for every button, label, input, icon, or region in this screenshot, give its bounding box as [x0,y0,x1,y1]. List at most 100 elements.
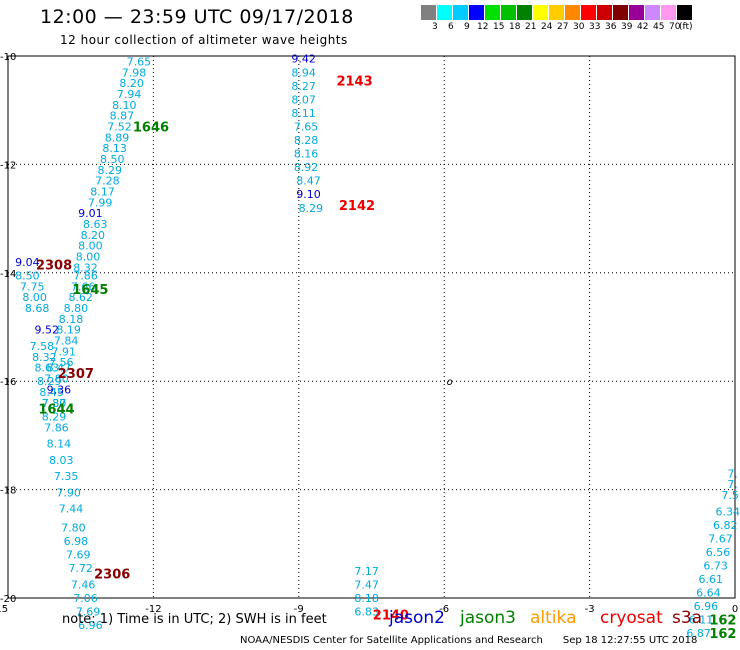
wave-height-value: 8.18 [59,313,84,326]
pass-time-label: 1645 [72,283,108,298]
y-tick-label: -12 [0,160,16,171]
legend-label: 45 [653,22,665,32]
wave-height-value: 8.50 [15,270,40,283]
wave-height-value: 8.11 [291,107,316,120]
wave-height-value: 8.10 [112,99,137,112]
legend-swatch [581,5,597,20]
wave-height-value: 8.68 [25,302,50,315]
wave-height-value: 8.14 [47,438,72,451]
x-tick-label: -6 [439,604,449,615]
wave-height-value: 8.92 [294,161,319,174]
wave-height-value: 7.80 [42,397,67,410]
legend-label: 9 [464,22,470,32]
legend-label: 36 [605,22,617,32]
wave-height-value: 7.06 [73,592,98,605]
legend-label: 30 [573,22,585,32]
wave-height-value: 8.62 [68,291,93,304]
wave-height-value: 7.28 [95,175,120,188]
legend-swatch [485,5,501,20]
wave-height-value: 9.52 [35,324,60,337]
wave-height-value: 7.66 [71,280,96,293]
wave-height-value: 8.32 [32,351,57,364]
map-subtitle: 12 hour collection of altimeter wave hei… [60,33,348,47]
wave-height-value: 8.18 [354,592,379,605]
wave-height-value: 7.37 [42,397,67,410]
wave-height-value: 8.19 [56,324,81,337]
wave-height-value: 7.99 [88,196,113,209]
legend-label: 70 [669,22,681,32]
satellite-cryosat: cryosat [600,608,663,628]
wave-height-value: 6.87 [686,627,711,640]
wave-height-value: 6.73 [703,559,728,572]
wave-height-value: 6.96 [78,619,103,632]
legend-swatch [421,5,437,20]
pass-time-label: 1646 [133,120,169,135]
wave-height-value: 6.61 [699,573,724,586]
y-tick-label: -10 [0,52,16,63]
pass-time-label: 162 [709,627,736,642]
wave-height-value: 8.13 [102,142,127,155]
legend-swatch [677,5,693,20]
legend-swatch [645,5,661,20]
wave-height-value: 8.17 [90,186,115,199]
wave-height-value: 8.29 [299,202,324,215]
wave-height-value: 7.75 [20,280,45,293]
wave-height-value: 9.04 [15,256,40,269]
wave-height-value: 8.50 [100,153,125,166]
wave-height-value: 8.07 [291,93,316,106]
wave-height-value: 6.96 [694,600,719,613]
legend-label: 33 [589,22,601,32]
legend-label: 3 [432,22,438,32]
wave-height-value: 8.28 [294,134,319,147]
wave-height-value: 7.5 [721,489,739,502]
wave-height-value: 8.16 [294,148,319,161]
wave-height-value: 8.29 [42,410,67,423]
wave-height-value: 7.69 [76,606,101,619]
legend-swatch [565,5,581,20]
wave-height-value: 8.80 [64,302,89,315]
legend-label: 12 [477,22,489,32]
pass-time-label: 2307 [58,367,94,382]
legend-swatch [517,5,533,20]
legend-swatch [501,5,517,20]
legend-swatch [437,5,453,20]
wave-height-value: 6.11 [689,614,714,627]
legend-swatch [453,5,469,20]
legend-swatch [533,5,549,20]
wave-height-value: 7.98 [122,66,147,79]
legend-label: 18 [509,22,521,32]
y-tick-label: -16 [0,377,16,388]
wave-height-value: 7.67 [708,532,733,545]
wave-height-value: 7.56 [49,356,74,369]
wave-height-value: 8.63 [35,362,60,375]
map-frame [7,55,736,599]
wave-height-value: 8.00 [76,251,101,264]
wave-height-value: 8.45 [39,386,64,399]
wave-height-value: 6.64 [696,587,721,600]
legend-label: 39 [621,22,633,32]
wave-height-value: 6.34 [715,505,740,518]
color-legend [421,5,693,20]
satellite-jason2: jason2 [389,608,445,628]
wave-height-value: 8.32 [73,261,98,274]
legend-swatch [549,5,565,20]
legend-label: 27 [557,22,569,32]
wave-height-value: 6.83 [354,606,379,619]
wave-height-value: 7.47 [354,578,379,591]
pass-time-label: 2143 [336,74,372,89]
wave-height-value: 7.84 [54,335,79,348]
wave-height-value: 6.82 [713,519,738,532]
satellite-altika: altika [530,608,577,628]
wave-height-value: 8.00 [22,291,47,304]
pass-time-label: 162 [709,614,736,629]
wave-height-value: 7.44 [59,503,84,516]
wave-height-value: 7.69 [66,549,91,562]
satellite-jason3: jason3 [460,608,516,628]
wave-height-value: 7.86 [73,270,98,283]
wave-height-value: 7.65 [294,120,319,133]
legend-label: 42 [637,22,649,32]
legend-swatch [597,5,613,20]
pass-time-label: 1644 [38,402,74,417]
wave-height-value: 9.42 [291,53,316,66]
